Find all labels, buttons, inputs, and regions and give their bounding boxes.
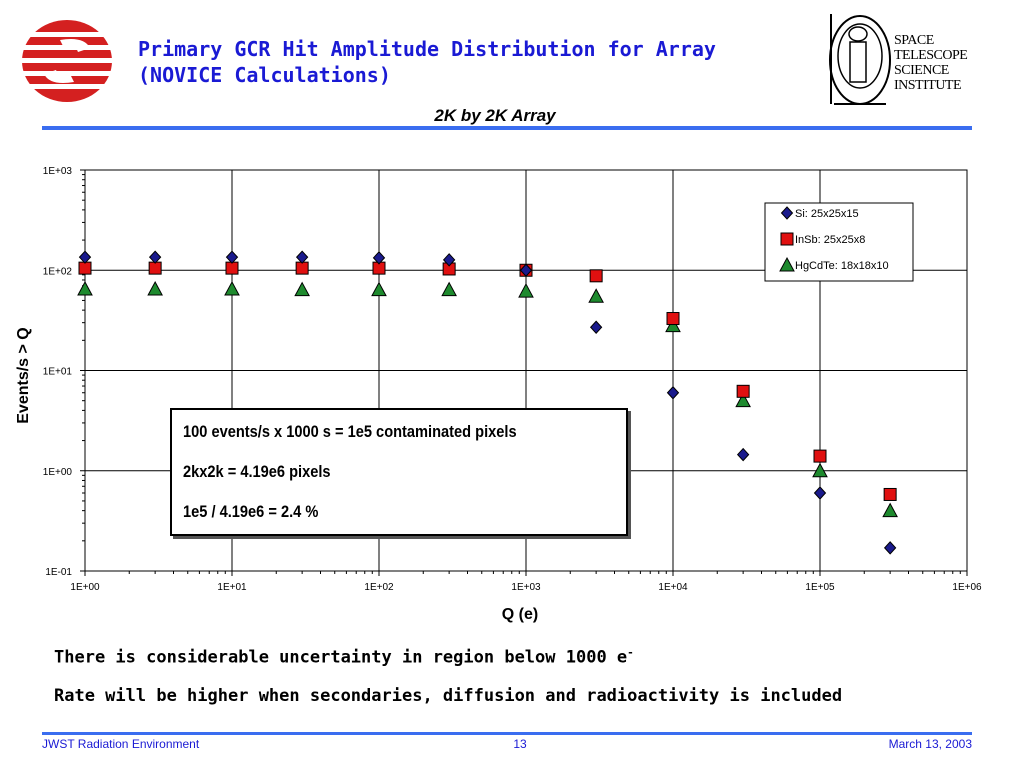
data-point-insb bbox=[883, 487, 897, 501]
title-line-1: Primary GCR Hit Amplitude Distribution f… bbox=[138, 37, 716, 61]
footer-page-number: 13 bbox=[513, 737, 527, 751]
y-tick-label: 1E-01 bbox=[45, 567, 72, 578]
data-point-hgcdte bbox=[147, 280, 163, 296]
data-point-hgcdte bbox=[77, 280, 93, 296]
y-tick-label: 1E+03 bbox=[43, 166, 73, 177]
data-point-insb bbox=[736, 384, 750, 398]
legend-marker bbox=[779, 256, 795, 272]
data-point-hgcdte bbox=[224, 280, 240, 296]
s-logo-icon bbox=[22, 20, 112, 102]
data-point-insb bbox=[295, 261, 309, 275]
x-tick-label: 1E+00 bbox=[70, 582, 100, 593]
data-point-si bbox=[148, 250, 162, 264]
data-point-hgcdte bbox=[371, 281, 387, 297]
data-point-si bbox=[883, 541, 897, 555]
legend-label: InSb: 25x25x8 bbox=[795, 234, 865, 246]
data-point-hgcdte bbox=[735, 392, 751, 408]
stsci-word-3: SCIENCE bbox=[894, 63, 949, 78]
stsci-word-2: TELESCOPE bbox=[894, 48, 968, 63]
legend-label: HgCdTe: 18x18x10 bbox=[795, 260, 889, 272]
data-point-hgcdte bbox=[665, 317, 681, 333]
note-superscript: - bbox=[627, 646, 634, 659]
data-point-insb bbox=[813, 449, 827, 463]
telescope-emblem-icon bbox=[829, 14, 891, 105]
x-tick-label: 1E+05 bbox=[805, 582, 835, 593]
note-line-2: Rate will be higher when secondaries, di… bbox=[54, 686, 843, 706]
stsci-word-1: SPACE bbox=[894, 33, 934, 48]
data-point-insb bbox=[225, 261, 239, 275]
scatter-chart: 1E+00 1E+01 1E+02 1E+03 1E+04 1E+05 1E+06 1E-01… bbox=[15, 166, 982, 623]
data-point-si bbox=[589, 320, 603, 334]
header-rule bbox=[42, 126, 972, 130]
data-point-hgcdte bbox=[294, 281, 310, 297]
x-tick-label: 1E+04 bbox=[658, 582, 688, 593]
data-point-insb bbox=[589, 269, 603, 283]
data-point-si bbox=[442, 253, 456, 267]
chart-subtitle: 2K by 2K Array bbox=[434, 106, 556, 125]
slide-title: Primary GCR Hit Amplitude Distribution f… bbox=[138, 36, 716, 88]
stsci-logo bbox=[826, 8, 998, 112]
note-line-1: There is considerable uncertainty in reg… bbox=[54, 646, 634, 668]
stsci-logo-text: SPACE TELESCOPE SCIENCE INSTITUTE bbox=[894, 33, 968, 93]
data-point-hgcdte bbox=[441, 281, 457, 297]
data-point-hgcdte bbox=[812, 462, 828, 478]
legend-label: Si: 25x25x15 bbox=[795, 208, 859, 220]
x-tick-label: 1E+03 bbox=[511, 582, 541, 593]
x-axis-title: Q (e) bbox=[502, 606, 538, 623]
y-axis-title: Events/s > Q bbox=[15, 327, 32, 424]
axis-ticks: 1E+00 1E+01 1E+02 1E+03 1E+04 1E+05 1E+06 1E-01… bbox=[43, 166, 982, 593]
callout-line-1: 100 events/s x 1000 s = 1e5 contaminated… bbox=[183, 422, 517, 441]
data-point-hgcdte bbox=[882, 502, 898, 518]
legend-marker bbox=[780, 206, 794, 220]
data-point-si bbox=[736, 447, 750, 462]
note-line-1-text: There is considerable uncertainty in reg… bbox=[54, 647, 628, 668]
data-point-hgcdte bbox=[518, 283, 534, 298]
data-points bbox=[77, 250, 898, 555]
legend-marker bbox=[780, 232, 794, 246]
title-line-2: (NOVICE Calculations) bbox=[138, 63, 391, 87]
data-point-insb bbox=[78, 261, 92, 275]
data-point-si bbox=[78, 250, 92, 264]
chart-legend: Si: 25x25x15 InSb: 25x25x8 HgCdTe: 18x18x1… bbox=[764, 202, 914, 282]
footer-left: JWST Radiation Environment bbox=[42, 737, 200, 751]
footer-rule bbox=[42, 732, 972, 735]
x-tick-label: 1E+01 bbox=[217, 582, 247, 593]
callout-line-2: 2kx2k = 4.19e6 pixels bbox=[183, 462, 331, 481]
calculation-callout: 100 events/s x 1000 s = 1e5 contaminated… bbox=[170, 408, 628, 536]
data-point-insb bbox=[666, 312, 680, 326]
footer-date: March 13, 2003 bbox=[888, 737, 972, 751]
y-tick-label: 1E+01 bbox=[43, 367, 73, 378]
data-point-si bbox=[813, 486, 827, 500]
y-tick-label: 1E+02 bbox=[43, 266, 73, 277]
data-point-si bbox=[295, 250, 309, 264]
data-point-insb bbox=[148, 261, 162, 275]
data-point-si bbox=[519, 263, 533, 277]
data-point-hgcdte bbox=[588, 288, 604, 303]
stsci-word-4: INSTITUTE bbox=[894, 78, 962, 93]
callout-line-3: 1e5 / 4.19e6 = 2.4 % bbox=[183, 502, 319, 521]
x-tick-label: 1E+02 bbox=[364, 582, 394, 593]
data-point-si bbox=[666, 386, 680, 400]
y-tick-label: 1E+00 bbox=[43, 467, 73, 478]
x-tick-label: 1E+06 bbox=[952, 582, 982, 593]
institution-logo-left bbox=[20, 18, 114, 104]
data-point-si bbox=[225, 250, 239, 264]
data-point-si bbox=[372, 251, 386, 265]
